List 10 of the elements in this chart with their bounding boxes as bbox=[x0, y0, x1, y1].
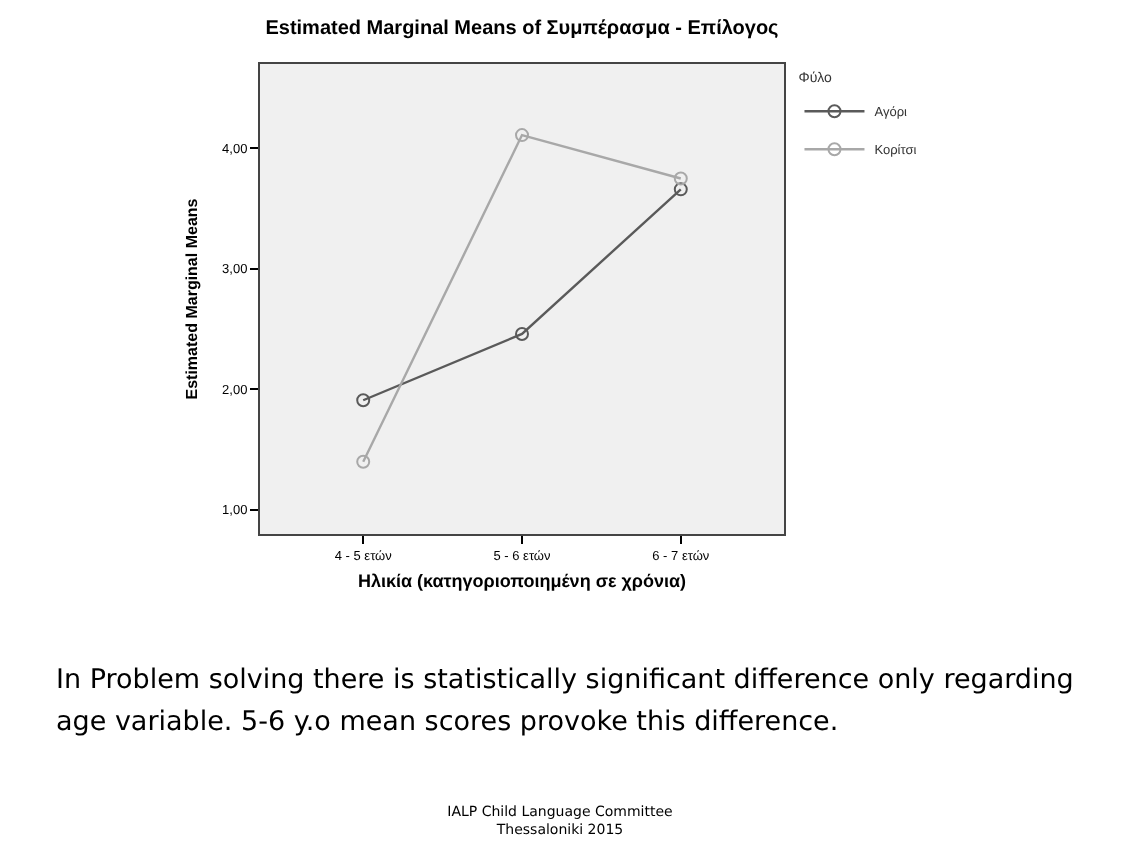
x-axis-title: Ηλικία (κατηγοριοποιημένη σε χρόνια) bbox=[357, 571, 687, 592]
point bbox=[673, 171, 688, 186]
y-axis-title: Estimated Marginal Means bbox=[183, 197, 202, 400]
chart-title: Estimated Marginal Means of Συμπέρασμα - Επίλογος bbox=[265, 18, 779, 40]
point bbox=[356, 393, 371, 408]
point bbox=[515, 128, 529, 143]
point bbox=[356, 454, 371, 469]
text: In Problem solving there is statistically significant difference only regarding age variable. 5-6 y.o mean scores provoke this difference. bbox=[56, 662, 1076, 742]
point bbox=[515, 326, 529, 341]
point bbox=[673, 182, 688, 197]
